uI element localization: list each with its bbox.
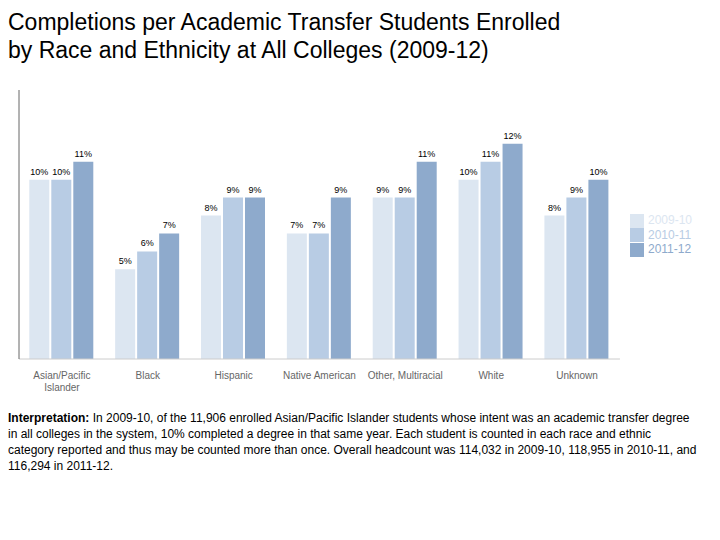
html-text:2011-12: 2011-12	[648, 242, 692, 257]
html-text:2010-11: 2010-11	[648, 227, 692, 242]
svg-text:9%: 9%	[398, 185, 411, 195]
svg-text:8%: 8%	[204, 203, 217, 213]
svg-text:Unknown: Unknown	[556, 370, 598, 381]
html-text:2009-10: 2009-10	[648, 212, 692, 227]
svg-text:9%: 9%	[226, 185, 239, 195]
svg-text:Asian/PacificIslander: Asian/PacificIslander	[33, 370, 90, 393]
svg-text:7%: 7%	[312, 220, 325, 230]
svg-text:White: White	[478, 370, 504, 381]
html-text:Interpretation: In 2009-10, of: Interpretation: In 2009-10, of the 11,90…	[8, 411, 697, 473]
svg-text:10%: 10%	[30, 167, 48, 177]
html-text:Completions per Academic Trans: Completions per Academic Transfer Studen…	[8, 9, 561, 35]
svg-text:11%: 11%	[75, 149, 92, 159]
svg-text:Hispanic: Hispanic	[214, 370, 252, 381]
svg-text:9%: 9%	[376, 185, 389, 195]
svg-text:12%: 12%	[504, 131, 522, 141]
svg-text:Native American: Native American	[283, 370, 356, 381]
svg-text:9%: 9%	[248, 185, 261, 195]
svg-text:6%: 6%	[141, 238, 154, 248]
svg-text:9%: 9%	[334, 185, 347, 195]
svg-text:7%: 7%	[163, 220, 176, 230]
svg-text:11%: 11%	[418, 149, 435, 159]
svg-text:9%: 9%	[570, 185, 583, 195]
svg-text:10%: 10%	[52, 167, 70, 177]
svg-text:7%: 7%	[290, 220, 303, 230]
svg-text:Black: Black	[136, 370, 161, 381]
svg-text:5%: 5%	[119, 256, 132, 266]
svg-text:10%: 10%	[460, 167, 478, 177]
html-text:by Race and Ethnicity at All C: by Race and Ethnicity at All Colleges (2…	[8, 37, 489, 63]
svg-text:11%: 11%	[482, 149, 499, 159]
svg-text:10%: 10%	[589, 167, 607, 177]
svg-text:8%: 8%	[548, 203, 561, 213]
svg-text:Other, Multiracial: Other, Multiracial	[368, 370, 443, 381]
